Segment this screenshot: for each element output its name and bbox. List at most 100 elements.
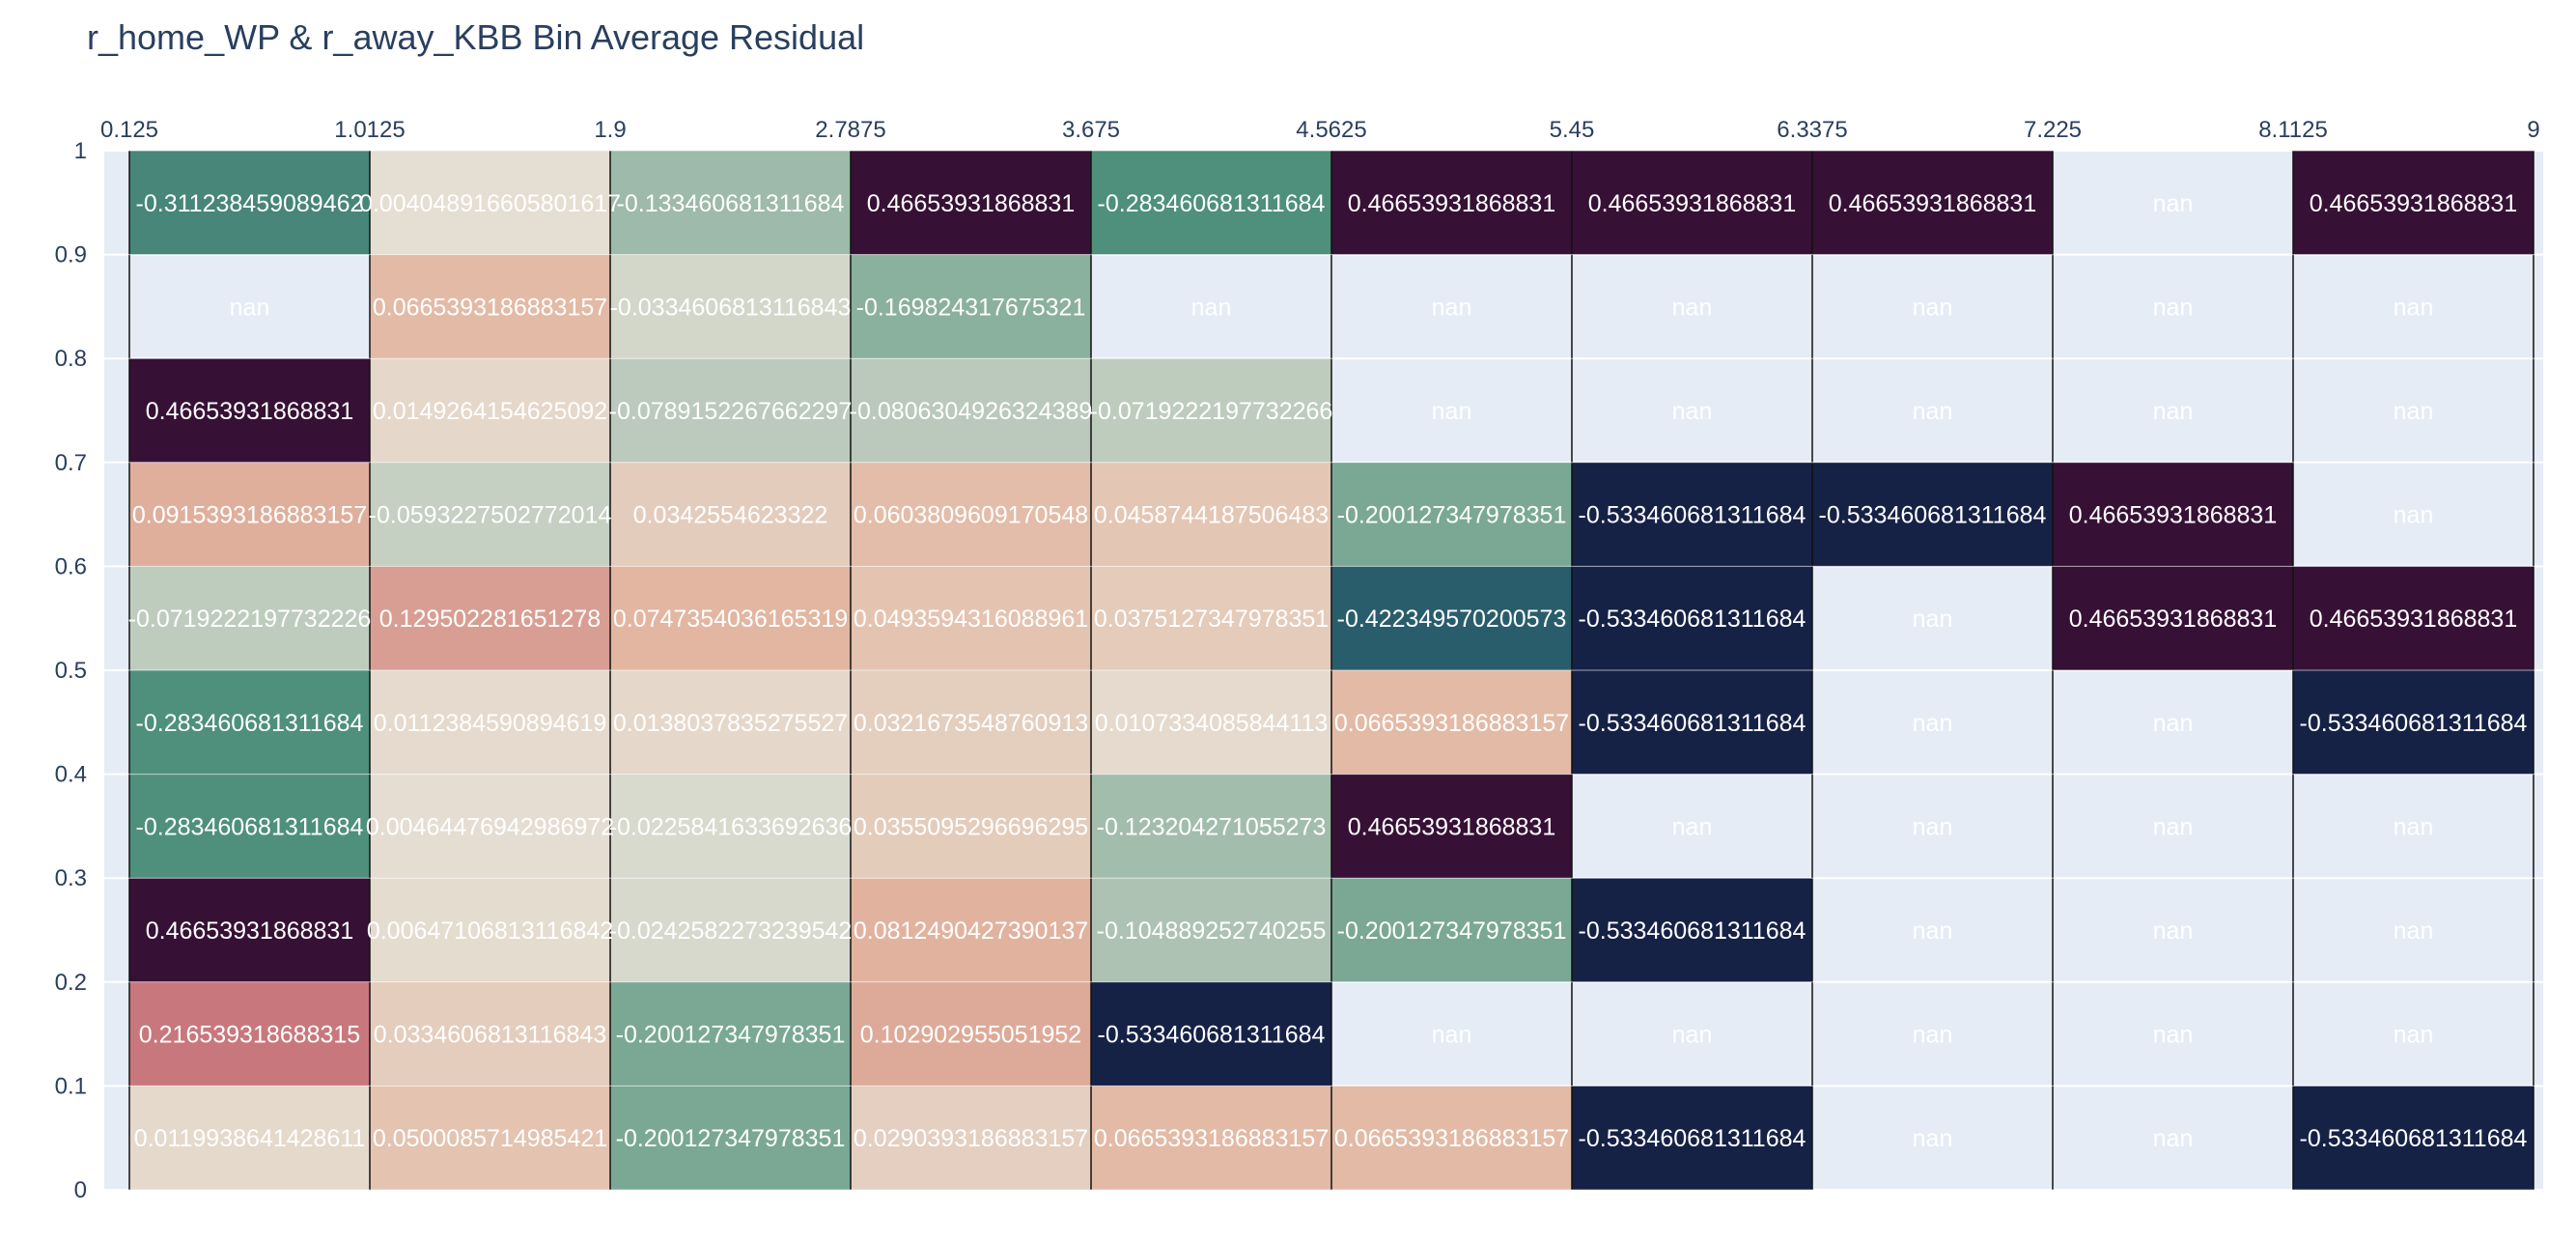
- cell-label: 0.0665393186883157: [1094, 1125, 1329, 1152]
- x-tick-label: 6.3375: [1777, 117, 1847, 143]
- heatmap-cell: [370, 358, 610, 463]
- heatmap-cell: [1572, 1086, 1812, 1190]
- cell-label: -0.0334606813116843: [610, 294, 852, 321]
- heatmap-cell: [2293, 566, 2534, 670]
- cell-label: -0.533460681311684: [1579, 606, 1806, 633]
- cell-label: -0.311238459089462: [136, 190, 364, 217]
- y-tick-label: 0.5: [55, 658, 87, 684]
- heatmap-cell: [370, 878, 610, 982]
- x-tick-label: 1.9: [594, 117, 626, 143]
- cell-label: -0.0225841633692636: [609, 813, 853, 840]
- heatmap-cell: [851, 462, 1091, 567]
- cell-label: nan: [1913, 294, 1953, 321]
- cell-label: 0.0355095296696295: [854, 813, 1088, 840]
- cell-label: nan: [2394, 917, 2434, 945]
- cell-label: 0.0747354036165319: [613, 606, 848, 633]
- cell-label: 0.0149264154625092: [373, 398, 607, 425]
- cell-label: 0.0665393186883157: [1334, 1125, 1569, 1152]
- cell-label: 0.0138037835275527: [613, 710, 848, 737]
- cell-label: -0.0242582273239542: [609, 917, 853, 945]
- heatmap-cell: [1091, 566, 1331, 670]
- cell-label: nan: [2153, 917, 2194, 945]
- heatmap-cell: [610, 254, 851, 359]
- heatmap-cell: [610, 981, 851, 1087]
- heatmap-cell: [851, 254, 1091, 359]
- heatmap-cell: [1091, 462, 1331, 567]
- y-tick-label: 0: [74, 1177, 87, 1203]
- y-tick-label: 0.1: [55, 1073, 87, 1099]
- cell-label: -0.0593227502772014: [369, 502, 612, 529]
- cell-label: 0.0603809609170548: [854, 502, 1088, 529]
- x-tick-label: 9: [2527, 117, 2539, 143]
- cell-label: -0.169824317675321: [856, 294, 1086, 321]
- heatmap-cell: [610, 774, 851, 879]
- cell-label: -0.533460681311684: [1579, 502, 1806, 529]
- heatmap-cell: [610, 670, 851, 775]
- cell-label: -0.533460681311684: [1098, 1022, 1326, 1049]
- heatmap-cell: [851, 981, 1091, 1087]
- cell-label: 0.0915393186883157: [132, 502, 367, 529]
- cell-label: nan: [1432, 294, 1472, 321]
- cell-label: -0.533460681311684: [1579, 1125, 1806, 1152]
- heatmap-cell: [129, 1086, 370, 1190]
- cell-label: nan: [1672, 813, 1713, 840]
- heatmap-cell: [370, 981, 610, 1087]
- cell-label: 0.0321673548760913: [854, 710, 1088, 737]
- cell-label: -0.533460681311684: [1579, 710, 1806, 737]
- cell-label: 0.0342554623322: [633, 502, 828, 529]
- heatmap-cell: [851, 566, 1091, 670]
- heatmap-cell: [610, 878, 851, 982]
- heatmap-cell: [129, 774, 370, 879]
- cell-label: nan: [2394, 502, 2434, 529]
- heatmap-cell: [1331, 462, 1572, 567]
- x-tick-label: 0.125: [100, 117, 158, 143]
- cell-label: -0.0719222197732266: [1090, 398, 1333, 425]
- cell-label: 0.00464476942986972: [366, 813, 614, 840]
- cell-label: -0.104889252740255: [1097, 917, 1327, 945]
- cell-label: -0.200127347978351: [1337, 502, 1567, 529]
- x-tick-label: 8.1125: [2258, 117, 2328, 143]
- heatmap-cell: [1091, 878, 1331, 982]
- cell-label: -0.133460681311684: [617, 190, 845, 217]
- cell-label: 0.46653931868831: [1348, 813, 1556, 840]
- cell-label: 0.00647106813116842: [367, 917, 613, 945]
- cell-label: 0.0458744187506483: [1094, 502, 1329, 529]
- heatmap-cell: [1331, 670, 1572, 775]
- chart-title: r_home_WP & r_away_KBB Bin Average Resid…: [87, 17, 865, 57]
- cell-label: -0.123204271055273: [1097, 813, 1327, 840]
- cell-label: -0.533460681311684: [2300, 710, 2528, 737]
- x-tick-label: 1.0125: [334, 117, 405, 143]
- cell-label: 0.0334606813116843: [374, 1022, 606, 1049]
- cell-label: 0.46653931868831: [2310, 190, 2518, 217]
- heatmap-cell: [129, 981, 370, 1087]
- x-tick-label: 4.5625: [1296, 117, 1366, 143]
- y-tick-label: 1: [74, 138, 87, 164]
- cell-label: 0.46653931868831: [2310, 606, 2518, 633]
- cell-label: nan: [1432, 398, 1472, 425]
- cell-label: 0.004048916605801617: [359, 190, 621, 217]
- heatmap-cell: [1812, 462, 2053, 567]
- y-tick-label: 0.7: [55, 450, 87, 476]
- heatmap-cell: [129, 878, 370, 982]
- cell-label: 0.46653931868831: [1588, 190, 1797, 217]
- cell-label: nan: [1432, 1022, 1472, 1049]
- heatmap-cell: [129, 566, 370, 670]
- cell-label: -0.200127347978351: [616, 1022, 846, 1049]
- y-tick-label: 0.3: [55, 865, 87, 891]
- heatmap-cell: [2053, 462, 2293, 567]
- cell-label: nan: [1913, 1022, 1953, 1049]
- y-tick-label: 0.2: [55, 970, 87, 996]
- cell-label: nan: [2394, 813, 2434, 840]
- heatmap-cell: [1091, 774, 1331, 879]
- heatmap-cell: [1091, 1086, 1331, 1190]
- cell-label: 0.0493594316088961: [854, 606, 1088, 633]
- cell-label: 0.46653931868831: [2069, 606, 2278, 633]
- cell-label: nan: [1913, 1125, 1953, 1152]
- cell-label: 0.0812490427390137: [854, 917, 1088, 945]
- x-tick-label: 2.7875: [815, 117, 885, 143]
- heatmap-cell: [1331, 151, 1572, 255]
- heatmap-cell: [851, 774, 1091, 879]
- cell-label: -0.533460681311684: [1819, 502, 2047, 529]
- heatmap-cell: [129, 670, 370, 775]
